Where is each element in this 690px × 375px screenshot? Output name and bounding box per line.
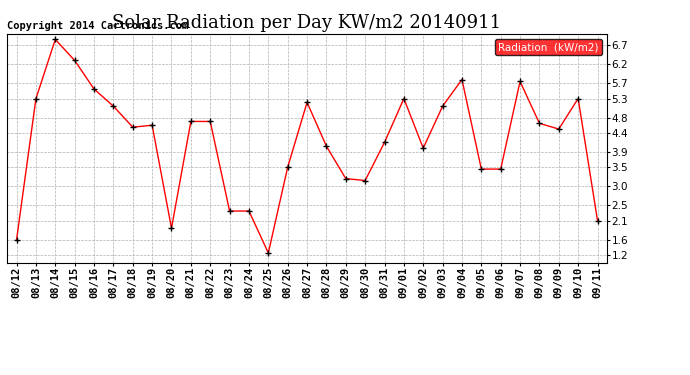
Title: Solar Radiation per Day KW/m2 20140911: Solar Radiation per Day KW/m2 20140911 [112,14,502,32]
Legend: Radiation  (kW/m2): Radiation (kW/m2) [495,39,602,55]
Text: Copyright 2014 Cartronics.com: Copyright 2014 Cartronics.com [7,21,188,32]
